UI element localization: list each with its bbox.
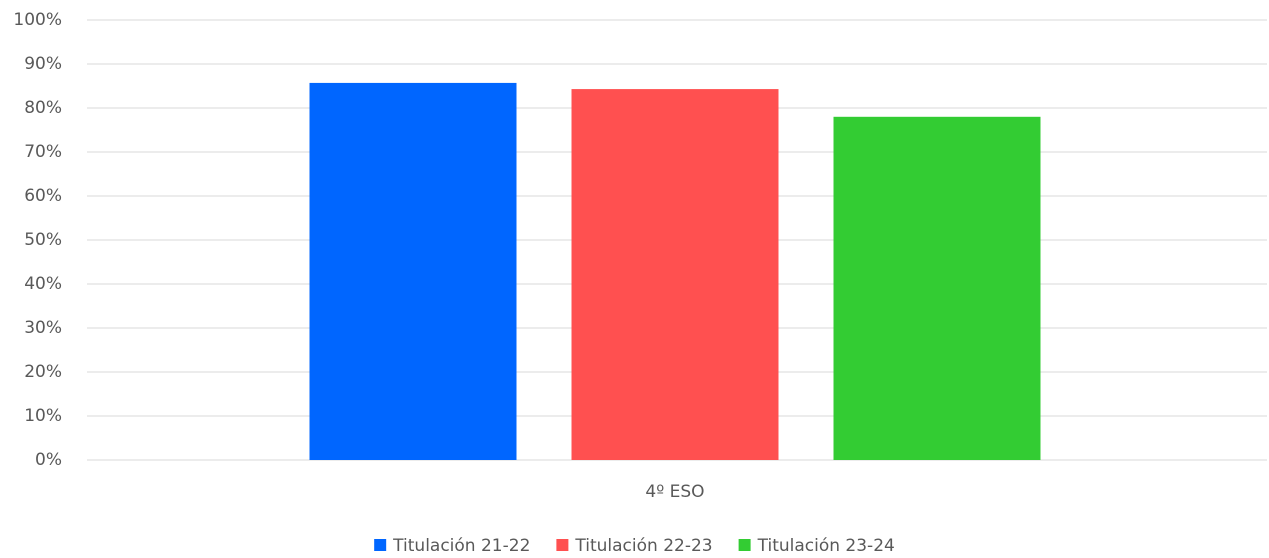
y-tick-label: 0% [35,450,62,470]
bar [833,116,1041,461]
bar [571,89,779,460]
y-tick-label: 30% [24,318,62,338]
y-tick-label: 20% [24,362,62,382]
legend-swatch [556,539,569,551]
y-tick-label: 90% [24,54,62,74]
legend-label: Titulación 22-23 [574,536,712,556]
y-tick-label: 70% [24,142,62,162]
y-tick-label: 100% [13,10,62,30]
y-tick-label: 10% [24,406,62,426]
y-tick-label: 60% [24,186,62,206]
legend-swatch [374,539,387,551]
y-tick-label: 40% [24,274,62,294]
y-tick-label: 80% [24,98,62,118]
legend-label: Titulación 21-22 [392,536,530,556]
x-tick-label: 4º ESO [645,482,704,502]
bar [309,82,517,461]
legend-swatch [738,539,751,551]
legend-label: Titulación 23-24 [757,536,895,556]
y-tick-label: 50% [24,230,62,250]
